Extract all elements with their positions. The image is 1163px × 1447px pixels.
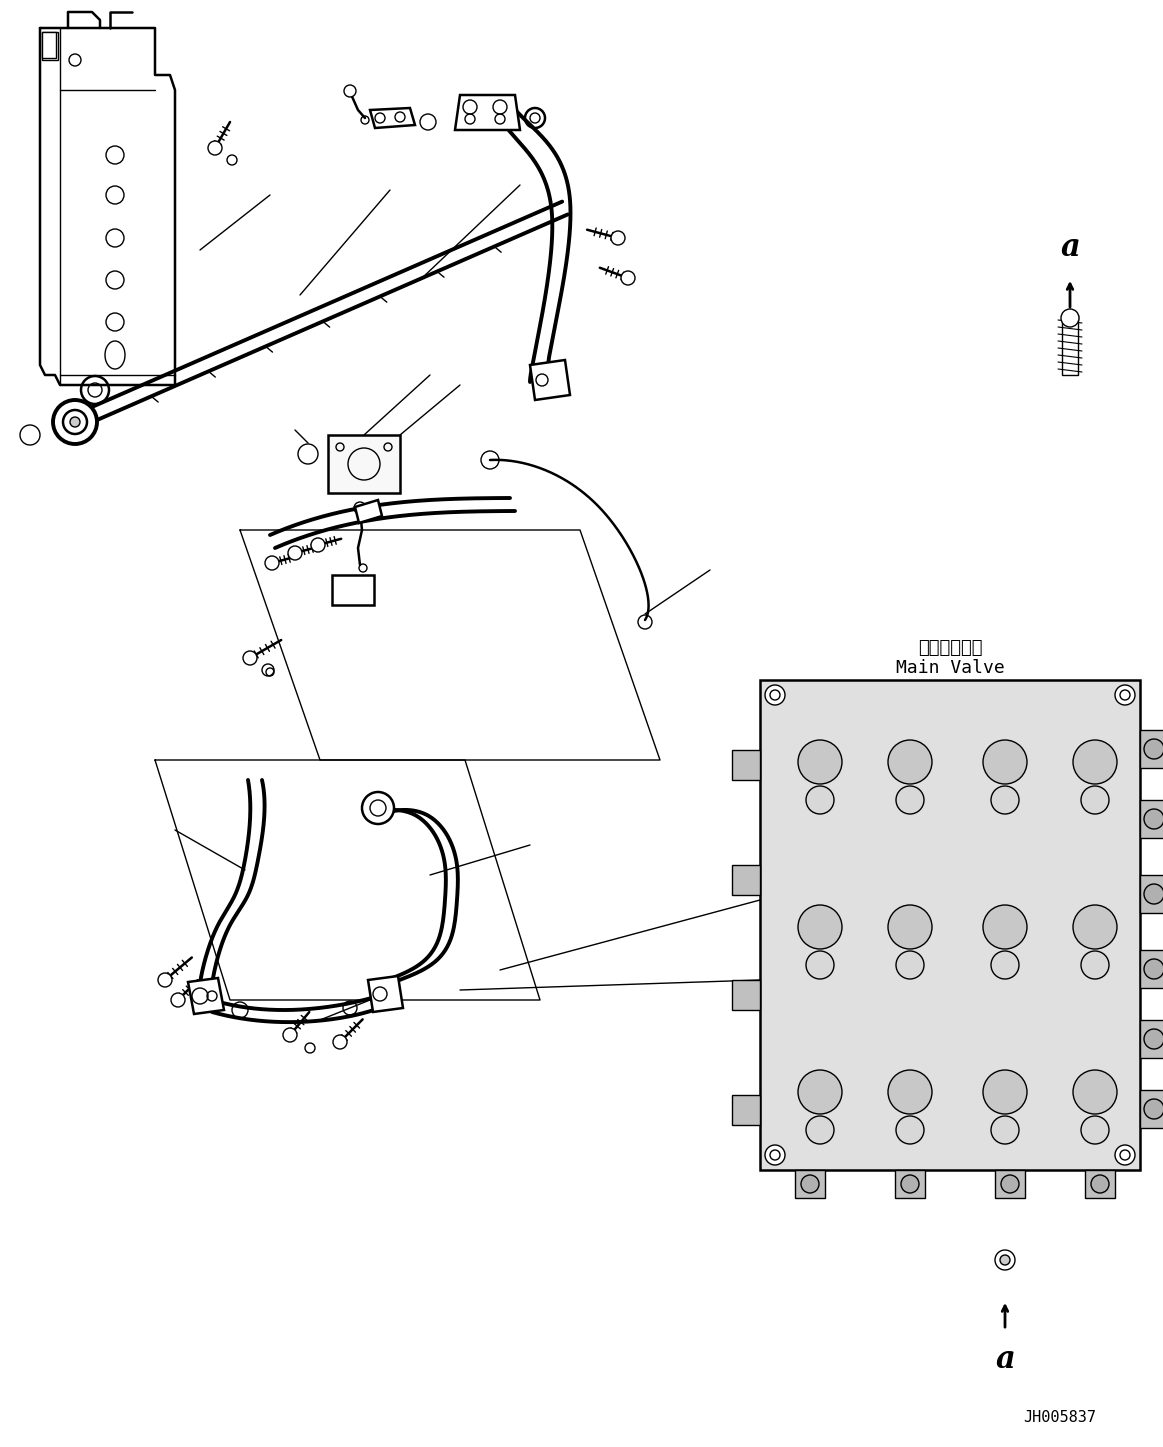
Circle shape <box>1000 1255 1009 1265</box>
Circle shape <box>344 85 356 97</box>
Circle shape <box>362 792 394 823</box>
Circle shape <box>1073 1069 1116 1114</box>
Polygon shape <box>530 360 570 399</box>
Circle shape <box>611 232 625 245</box>
Circle shape <box>806 1116 834 1145</box>
Circle shape <box>1001 1175 1019 1192</box>
Circle shape <box>896 1116 923 1145</box>
Text: a: a <box>1061 233 1080 263</box>
Polygon shape <box>455 96 520 130</box>
Circle shape <box>333 1035 347 1049</box>
Circle shape <box>765 684 785 705</box>
Circle shape <box>1091 1175 1110 1192</box>
Polygon shape <box>368 975 404 1011</box>
Bar <box>1140 951 1163 988</box>
Circle shape <box>265 556 279 570</box>
Bar <box>1140 800 1163 838</box>
Bar <box>331 574 374 605</box>
Circle shape <box>311 538 324 551</box>
Circle shape <box>983 904 1027 949</box>
Circle shape <box>1080 786 1110 815</box>
Circle shape <box>991 951 1019 980</box>
Bar <box>732 750 759 780</box>
Circle shape <box>208 140 222 155</box>
Circle shape <box>621 271 635 285</box>
Text: Main Valve: Main Valve <box>896 658 1005 677</box>
Bar <box>42 32 56 58</box>
Circle shape <box>801 1175 819 1192</box>
Text: JH005837: JH005837 <box>1023 1411 1097 1425</box>
Circle shape <box>798 904 842 949</box>
Circle shape <box>806 951 834 980</box>
Circle shape <box>889 904 932 949</box>
Circle shape <box>53 399 97 444</box>
Circle shape <box>996 1250 1015 1270</box>
Circle shape <box>983 1069 1027 1114</box>
Bar <box>1140 729 1163 768</box>
Circle shape <box>1061 310 1079 327</box>
Bar <box>42 32 58 59</box>
Bar <box>732 980 759 1010</box>
Circle shape <box>991 1116 1019 1145</box>
Circle shape <box>1144 739 1163 760</box>
Bar <box>1140 875 1163 913</box>
Bar <box>732 865 759 896</box>
Bar <box>996 1171 1025 1198</box>
Polygon shape <box>370 109 415 127</box>
Bar <box>1140 1020 1163 1058</box>
Circle shape <box>1080 951 1110 980</box>
Circle shape <box>983 739 1027 784</box>
Circle shape <box>1144 809 1163 829</box>
Circle shape <box>889 1069 932 1114</box>
Polygon shape <box>188 978 224 1014</box>
Bar <box>1085 1171 1115 1198</box>
Circle shape <box>798 739 842 784</box>
Circle shape <box>765 1145 785 1165</box>
Bar <box>1062 315 1078 375</box>
Bar <box>328 436 400 493</box>
Circle shape <box>283 1027 297 1042</box>
Circle shape <box>1144 959 1163 980</box>
Circle shape <box>1073 739 1116 784</box>
Circle shape <box>158 972 172 987</box>
Circle shape <box>1115 1145 1135 1165</box>
Circle shape <box>798 1069 842 1114</box>
Circle shape <box>288 546 302 560</box>
Circle shape <box>806 786 834 815</box>
Circle shape <box>1144 1029 1163 1049</box>
Bar <box>795 1171 825 1198</box>
Text: メインバルブ: メインバルブ <box>918 640 983 657</box>
Circle shape <box>1144 1100 1163 1119</box>
Circle shape <box>896 951 923 980</box>
Circle shape <box>1073 904 1116 949</box>
Bar <box>896 1171 925 1198</box>
Circle shape <box>991 786 1019 815</box>
Circle shape <box>901 1175 919 1192</box>
Bar <box>732 1095 759 1124</box>
Circle shape <box>889 739 932 784</box>
Circle shape <box>1115 684 1135 705</box>
Bar <box>759 680 1140 1171</box>
Circle shape <box>1144 884 1163 904</box>
Text: a: a <box>996 1344 1015 1376</box>
Polygon shape <box>355 501 381 522</box>
Circle shape <box>171 993 185 1007</box>
Circle shape <box>896 786 923 815</box>
Circle shape <box>243 651 257 666</box>
Bar <box>1140 1090 1163 1129</box>
Circle shape <box>70 417 80 427</box>
Circle shape <box>1080 1116 1110 1145</box>
